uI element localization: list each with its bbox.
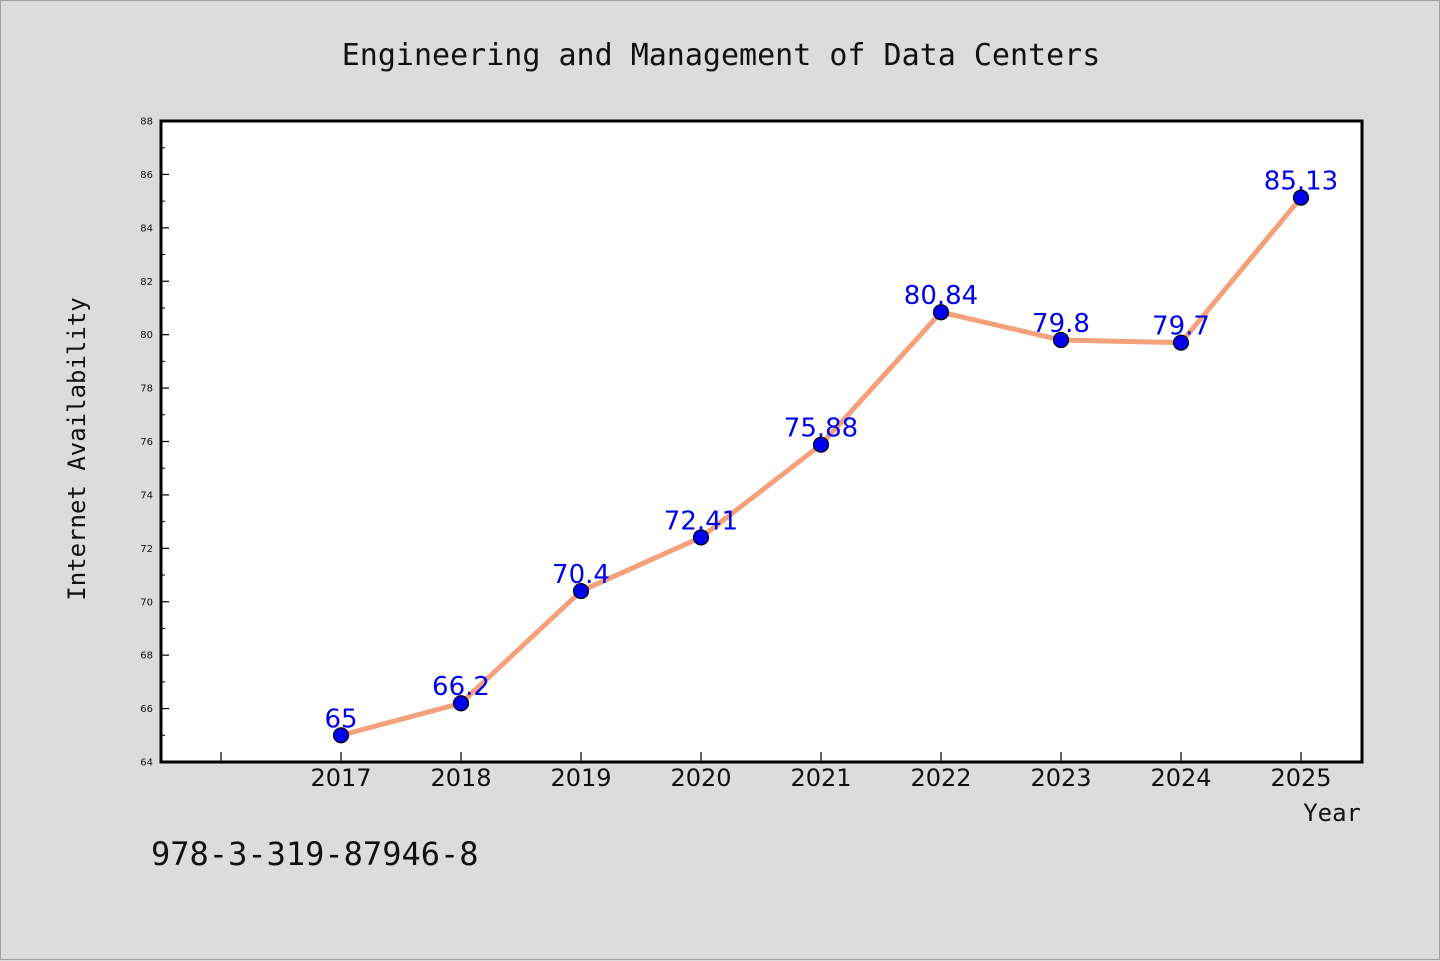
y-tick-label: 82: [140, 277, 153, 288]
plot-area: [159, 119, 1364, 764]
data-point: [332, 727, 350, 744]
data-label: 79.8: [1032, 309, 1090, 339]
isbn-text: 978-3-319-87946-8: [151, 835, 479, 873]
data-label: 79.7: [1152, 312, 1210, 342]
x-tick-label: 2022: [910, 764, 971, 792]
data-point: [1172, 334, 1190, 351]
data-point: [452, 695, 470, 712]
y-tick-label: 66: [140, 704, 153, 715]
y-tick-label: 70: [140, 597, 153, 608]
y-tick-label: 86: [140, 170, 153, 181]
y-tick-label: 74: [140, 490, 153, 501]
data-label: 85.13: [1264, 167, 1338, 197]
data-label: 80.84: [904, 281, 978, 311]
data-label: 72.41: [664, 506, 738, 536]
x-axis: 2017 2018 2019 2020 2021 2022 2023 2024 2025: [220, 752, 1332, 792]
data-point: [1052, 331, 1070, 349]
y-tick-label: 72: [140, 544, 153, 555]
y-tick-label: 68: [140, 651, 153, 662]
y-axis-label: Internet Availability: [63, 297, 91, 600]
data-label: 70.4: [552, 560, 610, 590]
data-label: 66.2: [432, 672, 490, 702]
y-tick-label: 64: [140, 758, 153, 769]
x-tick-label: 2017: [310, 764, 371, 792]
y-axis: 64 66 68 70 72 74 76 78 80 82 84 86 88: [140, 117, 169, 769]
x-tick-label: 2018: [430, 764, 491, 792]
x-tick-label: 2020: [670, 764, 731, 792]
data-label: 75.88: [784, 414, 858, 444]
y-tick-label: 84: [140, 223, 153, 234]
x-tick-label: 2019: [550, 764, 611, 792]
data-point: [812, 436, 830, 453]
x-axis-label: Year: [1303, 799, 1361, 827]
x-tick-label: 2023: [1030, 764, 1091, 792]
x-tick-label: 2025: [1270, 764, 1331, 792]
data-point: [572, 582, 590, 600]
y-tick-label: 80: [140, 330, 153, 341]
x-tick-label: 2024: [1150, 764, 1211, 792]
x-tick-label: 2021: [790, 764, 851, 792]
y-tick-label: 76: [140, 437, 153, 448]
y-tick-label: 78: [140, 384, 153, 395]
data-point: [932, 304, 950, 321]
chart-title: Engineering and Management of Data Cente…: [342, 38, 1101, 73]
data-point: [692, 529, 710, 546]
y-tick-label: 88: [140, 117, 153, 128]
series-line-group: 65 66.2 70.4 72.41 75.88 80.84 79.8 79.7 85.13: [324, 167, 1338, 744]
data-point: [1292, 189, 1310, 206]
data-label: 65: [324, 704, 357, 734]
